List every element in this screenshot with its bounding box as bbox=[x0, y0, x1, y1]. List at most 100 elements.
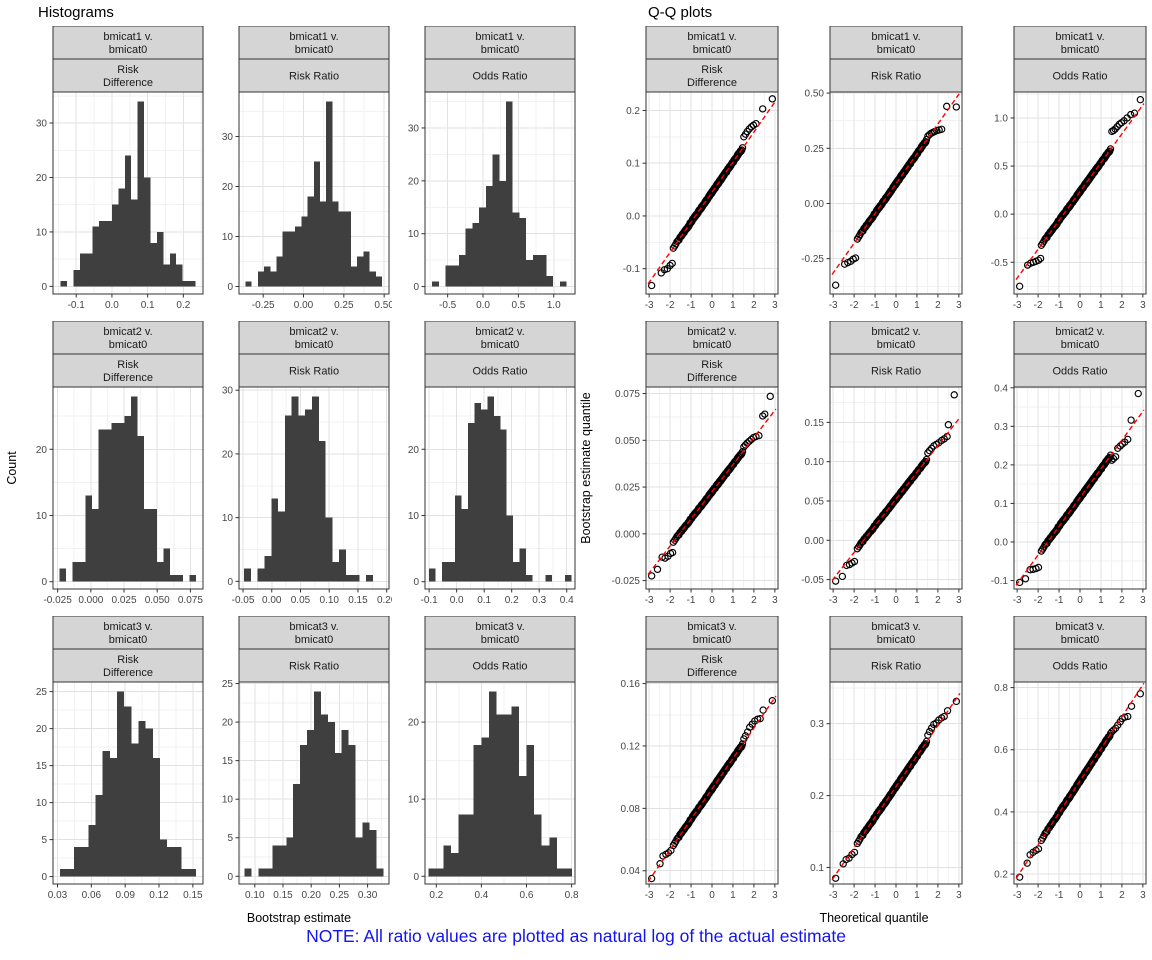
qq-plots-figure: Q-Q plots Bootstrap estimate quantile bm… bbox=[576, 4, 1152, 934]
svg-text:1.0: 1.0 bbox=[994, 113, 1008, 124]
svg-text:20: 20 bbox=[408, 445, 420, 456]
svg-text:bmicat0: bmicat0 bbox=[693, 339, 732, 351]
svg-text:20: 20 bbox=[36, 445, 48, 456]
svg-text:0.2: 0.2 bbox=[505, 595, 519, 606]
svg-text:20: 20 bbox=[36, 724, 48, 735]
svg-text:Odds Ratio: Odds Ratio bbox=[472, 71, 527, 83]
svg-text:0.0: 0.0 bbox=[994, 210, 1008, 221]
svg-text:0.03: 0.03 bbox=[48, 890, 68, 901]
svg-text:0.16: 0.16 bbox=[621, 679, 641, 690]
qq-plot-cell: bmicat2 v. bmicat0 Odds Ratio -3 -2 -1 0 1 2 3 -0.… bbox=[966, 321, 1150, 616]
svg-text:3: 3 bbox=[1140, 890, 1146, 901]
svg-text:0: 0 bbox=[413, 872, 419, 883]
svg-text:20: 20 bbox=[222, 182, 234, 193]
svg-text:0.15: 0.15 bbox=[183, 890, 203, 901]
svg-text:0.15: 0.15 bbox=[805, 418, 825, 429]
svg-text:0.0: 0.0 bbox=[626, 211, 640, 222]
svg-text:0: 0 bbox=[227, 282, 233, 293]
qq-plots-x-axis-label: Theoretical quantile bbox=[819, 911, 929, 925]
svg-text:bmicat0: bmicat0 bbox=[1061, 634, 1100, 646]
svg-text:-0.5: -0.5 bbox=[439, 300, 457, 311]
svg-text:-0.25: -0.25 bbox=[252, 300, 275, 311]
svg-text:3: 3 bbox=[772, 890, 778, 901]
histograms-title: Histograms bbox=[38, 4, 114, 21]
svg-text:0.0: 0.0 bbox=[994, 537, 1008, 548]
histograms-y-axis-label: Count bbox=[5, 451, 19, 485]
svg-text:10: 10 bbox=[222, 513, 234, 524]
svg-text:0.50: 0.50 bbox=[374, 300, 392, 311]
svg-text:bmicat0: bmicat0 bbox=[481, 44, 520, 56]
svg-text:-3: -3 bbox=[829, 890, 838, 901]
svg-text:-1: -1 bbox=[871, 595, 880, 606]
svg-text:0.20: 0.20 bbox=[377, 595, 392, 606]
svg-text:2: 2 bbox=[751, 595, 757, 606]
svg-text:0.05: 0.05 bbox=[805, 496, 825, 507]
svg-text:-0.1: -0.1 bbox=[623, 264, 641, 275]
svg-text:bmicat2 v.: bmicat2 v. bbox=[103, 326, 152, 338]
svg-text:bmicat2 v.: bmicat2 v. bbox=[289, 326, 338, 338]
svg-text:0.25: 0.25 bbox=[330, 890, 350, 901]
svg-text:-2: -2 bbox=[850, 890, 859, 901]
svg-text:Difference: Difference bbox=[103, 77, 153, 89]
svg-text:30: 30 bbox=[408, 123, 420, 134]
svg-text:Odds Ratio: Odds Ratio bbox=[1052, 661, 1107, 673]
svg-text:0.025: 0.025 bbox=[615, 483, 640, 494]
svg-text:Risk Ratio: Risk Ratio bbox=[871, 661, 921, 673]
svg-text:bmicat1 v.: bmicat1 v. bbox=[1055, 31, 1104, 43]
svg-text:1: 1 bbox=[914, 300, 920, 311]
svg-text:0.6: 0.6 bbox=[520, 890, 534, 901]
svg-text:0.00: 0.00 bbox=[805, 536, 825, 547]
histogram-cell: bmicat1 v. bmicat0 Risk Difference -0.1 0.0 0.… bbox=[20, 26, 206, 321]
svg-text:0.2: 0.2 bbox=[176, 300, 190, 311]
svg-text:3: 3 bbox=[772, 595, 778, 606]
svg-text:-3: -3 bbox=[1013, 890, 1022, 901]
svg-text:0.2: 0.2 bbox=[994, 460, 1008, 471]
svg-text:0.15: 0.15 bbox=[273, 890, 293, 901]
svg-text:bmicat3 v.: bmicat3 v. bbox=[289, 621, 338, 633]
svg-text:0.050: 0.050 bbox=[145, 595, 170, 606]
svg-text:20: 20 bbox=[408, 718, 420, 729]
svg-text:Odds Ratio: Odds Ratio bbox=[472, 366, 527, 378]
svg-text:bmicat0: bmicat0 bbox=[481, 634, 520, 646]
svg-text:0.12: 0.12 bbox=[149, 890, 169, 901]
svg-text:30: 30 bbox=[36, 119, 48, 130]
svg-text:bmicat1 v.: bmicat1 v. bbox=[289, 31, 338, 43]
svg-text:10: 10 bbox=[222, 795, 234, 806]
svg-text:Odds Ratio: Odds Ratio bbox=[472, 661, 527, 673]
svg-text:1: 1 bbox=[1098, 595, 1104, 606]
svg-text:0: 0 bbox=[1077, 890, 1083, 901]
histograms-grid: bmicat1 v. bmicat0 Risk Difference -0.1 0.0 0.… bbox=[20, 26, 578, 911]
svg-text:1: 1 bbox=[914, 890, 920, 901]
svg-text:Risk Ratio: Risk Ratio bbox=[289, 71, 339, 83]
svg-text:-0.025: -0.025 bbox=[43, 595, 72, 606]
svg-text:5: 5 bbox=[227, 833, 233, 844]
svg-text:-0.05: -0.05 bbox=[232, 595, 255, 606]
svg-text:-0.1: -0.1 bbox=[68, 300, 86, 311]
svg-text:0.1: 0.1 bbox=[810, 863, 824, 874]
svg-text:0.1: 0.1 bbox=[141, 300, 155, 311]
svg-text:0.1: 0.1 bbox=[477, 595, 491, 606]
svg-text:Difference: Difference bbox=[687, 667, 737, 679]
svg-text:3: 3 bbox=[956, 890, 962, 901]
svg-text:bmicat0: bmicat0 bbox=[1061, 44, 1100, 56]
svg-text:0.000: 0.000 bbox=[78, 595, 103, 606]
svg-text:bmicat0: bmicat0 bbox=[693, 44, 732, 56]
svg-text:-0.5: -0.5 bbox=[991, 258, 1009, 269]
qq-plot-cell: bmicat3 v. bmicat0 Odds Ratio -3 -2 -1 0 1 2 3 0.2… bbox=[966, 616, 1150, 911]
svg-text:1: 1 bbox=[730, 595, 736, 606]
svg-text:1: 1 bbox=[730, 890, 736, 901]
svg-text:0.25: 0.25 bbox=[334, 300, 354, 311]
svg-text:-2: -2 bbox=[1034, 595, 1043, 606]
svg-text:bmicat0: bmicat0 bbox=[877, 44, 916, 56]
svg-text:-1: -1 bbox=[1055, 595, 1064, 606]
svg-text:Odds Ratio: Odds Ratio bbox=[1052, 366, 1107, 378]
svg-text:0.8: 0.8 bbox=[565, 890, 578, 901]
svg-text:0.04: 0.04 bbox=[621, 866, 641, 877]
svg-text:-3: -3 bbox=[645, 595, 654, 606]
svg-text:0.025: 0.025 bbox=[112, 595, 137, 606]
svg-text:bmicat0: bmicat0 bbox=[877, 339, 916, 351]
svg-text:0.0: 0.0 bbox=[105, 300, 119, 311]
svg-text:2: 2 bbox=[1119, 890, 1125, 901]
svg-text:Difference: Difference bbox=[103, 372, 153, 384]
